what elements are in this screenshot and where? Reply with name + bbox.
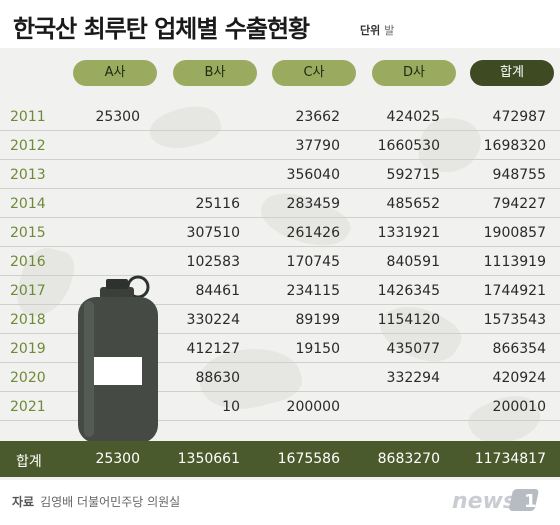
cell-b: 10 — [222, 399, 240, 415]
cell-b: 25116 — [195, 196, 240, 212]
row-year: 2016 — [10, 254, 46, 270]
cell-c: 283459 — [286, 196, 340, 212]
row-year: 2019 — [10, 341, 46, 357]
unit-note: 단위 발 — [360, 22, 394, 38]
cell-total: 472987 — [492, 109, 546, 125]
column-header-b: B사 — [173, 60, 257, 86]
cell-total: 1698320 — [483, 138, 546, 154]
cell-total: 200010 — [492, 399, 546, 415]
column-header-d: D사 — [372, 60, 456, 86]
table-row: 2017 84461 234115 1426345 1744921 — [0, 276, 560, 305]
column-header-total: 합계 — [470, 60, 554, 86]
cell-total: 794227 — [492, 196, 546, 212]
cell-total: 1573543 — [483, 312, 546, 328]
header: 한국산 최루탄 업체별 수출현황 단위 발 — [0, 0, 560, 50]
cell-b: 84461 — [195, 283, 240, 299]
cell-b: 88630 — [195, 370, 240, 386]
row-year: 2013 — [10, 167, 46, 183]
cell-total: 1744921 — [483, 283, 546, 299]
total-c: 1675586 — [277, 451, 340, 467]
news1-logo: news 1 — [452, 489, 539, 514]
cell-d: 485652 — [386, 196, 440, 212]
footer: 자료 김영배 더불어민주당 의원실 news 1 — [0, 480, 560, 525]
table-row: 2020 88630 332294 420924 — [0, 363, 560, 392]
cell-total: 420924 — [492, 370, 546, 386]
page-title: 한국산 최루탄 업체별 수출현황 — [13, 15, 310, 43]
table-row: 2015 307510 261426 1331921 1900857 — [0, 218, 560, 247]
cell-c: 234115 — [286, 283, 340, 299]
row-year: 2011 — [10, 109, 46, 125]
source-note: 자료 김영배 더불어민주당 의원실 — [12, 493, 180, 510]
cell-d: 424025 — [386, 109, 440, 125]
column-headers: A사 B사 C사 D사 합계 — [0, 60, 560, 86]
cell-total: 948755 — [492, 167, 546, 183]
source-text: 김영배 더불어민주당 의원실 — [40, 495, 181, 509]
row-year: 2020 — [10, 370, 46, 386]
row-year: 2012 — [10, 138, 46, 154]
totals-row: 합계 25300 1350661 1675586 8683270 1173481… — [0, 441, 560, 477]
total-b: 1350661 — [177, 451, 240, 467]
cell-c: 356040 — [286, 167, 340, 183]
cell-d: 1331921 — [377, 225, 440, 241]
cell-b: 330224 — [186, 312, 240, 328]
unit-label: 단위 — [360, 24, 381, 37]
table-row: 2021 10 200000 200010 — [0, 392, 560, 421]
cell-d: 332294 — [386, 370, 440, 386]
total-a: 25300 — [95, 451, 140, 467]
cell-c: 23662 — [295, 109, 340, 125]
cell-d: 592715 — [386, 167, 440, 183]
cell-b: 102583 — [186, 254, 240, 270]
cell-c: 89199 — [295, 312, 340, 328]
total-grand: 11734817 — [474, 451, 546, 467]
cell-d: 435077 — [386, 341, 440, 357]
table-row: 2018 330224 89199 1154120 1573543 — [0, 305, 560, 334]
tear-gas-grenade-icon — [78, 275, 158, 443]
svg-text:news: news — [452, 489, 516, 514]
column-header-a: A사 — [73, 60, 157, 86]
row-year: 2021 — [10, 399, 46, 415]
table-row: 2012 37790 1660530 1698320 — [0, 131, 560, 160]
cell-c: 261426 — [286, 225, 340, 241]
row-year: 2018 — [10, 312, 46, 328]
table-row: 2013 356040 592715 948755 — [0, 160, 560, 189]
totals-label: 합계 — [16, 454, 42, 470]
unit-value: 발 — [384, 24, 395, 37]
cell-total: 866354 — [492, 341, 546, 357]
cell-b: 412127 — [186, 341, 240, 357]
table-row: 2014 25116 283459 485652 794227 — [0, 189, 560, 218]
column-header-c: C사 — [272, 60, 356, 86]
table-row: 2019 412127 19150 435077 866354 — [0, 334, 560, 363]
cell-d: 840591 — [386, 254, 440, 270]
cell-a: 25300 — [95, 109, 140, 125]
cell-b: 307510 — [186, 225, 240, 241]
cell-d: 1154120 — [377, 312, 440, 328]
table-row: 2016 102583 170745 840591 1113919 — [0, 247, 560, 276]
total-d: 8683270 — [377, 451, 440, 467]
table-row: 2011 25300 23662 424025 472987 — [0, 102, 560, 131]
cell-total: 1900857 — [483, 225, 546, 241]
cell-c: 170745 — [286, 254, 340, 270]
cell-d: 1660530 — [377, 138, 440, 154]
row-year: 2014 — [10, 196, 46, 212]
row-year: 2015 — [10, 225, 46, 241]
row-year: 2017 — [10, 283, 46, 299]
cell-c: 200000 — [286, 399, 340, 415]
svg-text:1: 1 — [524, 491, 537, 512]
cell-total: 1113919 — [483, 254, 546, 270]
cell-c: 37790 — [295, 138, 340, 154]
source-label: 자료 — [12, 495, 35, 509]
cell-d: 1426345 — [377, 283, 440, 299]
cell-c: 19150 — [295, 341, 340, 357]
